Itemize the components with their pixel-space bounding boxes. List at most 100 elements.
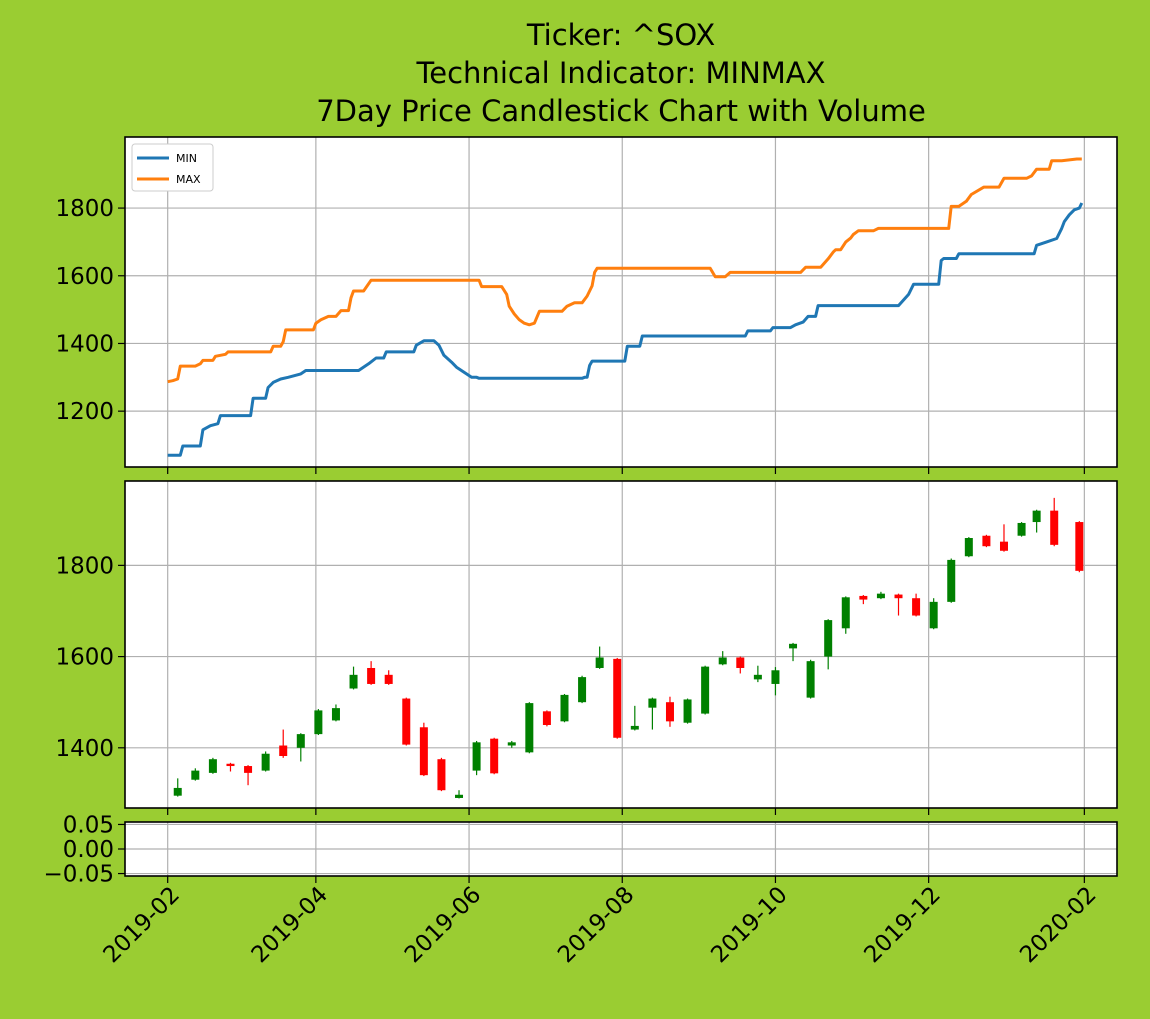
candle-up bbox=[314, 709, 323, 736]
candle-up bbox=[173, 778, 182, 797]
y-tick-label: 1200 bbox=[55, 399, 114, 425]
candle-body bbox=[595, 657, 604, 668]
candle-up bbox=[455, 790, 464, 799]
candle-body bbox=[648, 698, 657, 708]
volume-grid bbox=[125, 822, 1117, 876]
candle-up bbox=[771, 667, 780, 696]
candle-body bbox=[630, 725, 639, 730]
candle-up bbox=[595, 646, 604, 669]
candle-down bbox=[1075, 521, 1084, 573]
candle-up bbox=[947, 558, 956, 603]
candle-up bbox=[841, 596, 850, 634]
candle-body bbox=[964, 538, 973, 557]
candle-body bbox=[613, 658, 622, 738]
candle-down bbox=[226, 762, 235, 772]
indicator-frame bbox=[124, 136, 1118, 468]
candle-body bbox=[208, 759, 217, 773]
candle-down bbox=[419, 722, 428, 777]
candle-body bbox=[455, 794, 464, 798]
candle-down bbox=[999, 524, 1008, 552]
title-line-chart-type: 7Day Price Candlestick Chart with Volume bbox=[316, 94, 926, 128]
candle-up bbox=[683, 698, 692, 724]
candle-body bbox=[789, 643, 798, 649]
candle-body bbox=[771, 670, 780, 684]
candle-up bbox=[261, 751, 270, 772]
candle-up bbox=[824, 619, 833, 670]
candle-body bbox=[191, 770, 200, 780]
candle-body bbox=[912, 598, 921, 616]
candle-down bbox=[613, 657, 622, 739]
price-x-ticks bbox=[167, 808, 1085, 815]
candle-down bbox=[894, 593, 903, 616]
candle-down bbox=[912, 593, 921, 617]
candle-up bbox=[806, 659, 815, 699]
candle-up bbox=[1032, 509, 1041, 533]
candle-body bbox=[331, 708, 340, 721]
candle-down bbox=[367, 661, 376, 685]
candle-up bbox=[507, 740, 516, 748]
candle-body bbox=[683, 699, 692, 723]
candle-up bbox=[964, 537, 973, 558]
candle-up bbox=[578, 675, 587, 704]
chart-title: Ticker: ^SOX Technical Indicator: MINMAX… bbox=[316, 18, 926, 128]
y-tick-label: 1600 bbox=[55, 264, 114, 290]
price-candles bbox=[173, 497, 1084, 799]
candle-up bbox=[701, 665, 710, 715]
candle-body bbox=[542, 711, 551, 725]
candle-body bbox=[665, 702, 674, 722]
legend-label-max: MAX bbox=[176, 173, 201, 186]
candle-up bbox=[1017, 522, 1026, 537]
indicator-plot-area bbox=[125, 137, 1117, 467]
candle-up bbox=[349, 666, 358, 690]
candle-body bbox=[841, 597, 850, 629]
legend-box bbox=[131, 143, 214, 192]
candle-body bbox=[419, 727, 428, 776]
legend: MIN MAX bbox=[131, 143, 214, 192]
y-tick-label: 1600 bbox=[55, 645, 114, 671]
candle-body bbox=[507, 742, 516, 746]
indicator-x-ticks bbox=[167, 467, 1085, 474]
candle-body bbox=[490, 738, 499, 774]
candle-body bbox=[261, 753, 270, 771]
y-tick-label: 1800 bbox=[55, 553, 114, 579]
price-plot-area bbox=[125, 481, 1117, 808]
candle-body bbox=[402, 698, 411, 745]
candle-body bbox=[578, 677, 587, 703]
candle-down bbox=[982, 534, 991, 548]
y-tick-label: 0.05 bbox=[63, 812, 114, 838]
candle-up bbox=[753, 665, 762, 683]
candle-body bbox=[999, 541, 1008, 551]
candle-down bbox=[665, 696, 674, 727]
candle-body bbox=[982, 535, 991, 547]
candle-up bbox=[929, 598, 938, 630]
candle-body bbox=[806, 661, 815, 698]
legend-label-min: MIN bbox=[176, 152, 197, 165]
candle-up bbox=[525, 702, 534, 754]
indicator-y-axis: 1200 1400 1600 1800 bbox=[55, 196, 125, 425]
candle-body bbox=[244, 766, 253, 773]
candle-body bbox=[929, 601, 938, 629]
candle-body bbox=[859, 595, 868, 600]
series-line-max bbox=[167, 157, 1082, 384]
candle-body bbox=[226, 763, 235, 767]
candle-body bbox=[1075, 522, 1084, 571]
title-line-ticker: Ticker: ^SOX bbox=[526, 18, 715, 52]
y-tick-label: 1400 bbox=[55, 736, 114, 762]
candle-up bbox=[191, 768, 200, 781]
indicator-panel: 1200 1400 1600 1800 MIN MAX bbox=[55, 136, 1118, 474]
candle-body bbox=[1050, 510, 1059, 545]
series-line-min bbox=[167, 202, 1084, 457]
y-tick-label: 1400 bbox=[55, 331, 114, 357]
candle-body bbox=[314, 710, 323, 735]
candle-down bbox=[402, 697, 411, 746]
candle-down bbox=[490, 737, 499, 775]
candle-body bbox=[472, 742, 481, 771]
candle-body bbox=[824, 620, 833, 657]
candle-up bbox=[789, 642, 798, 662]
indicator-lines bbox=[167, 157, 1084, 457]
candle-up bbox=[560, 693, 569, 723]
candle-up bbox=[331, 704, 340, 722]
candle-body bbox=[279, 745, 288, 757]
candle-body bbox=[173, 787, 182, 796]
